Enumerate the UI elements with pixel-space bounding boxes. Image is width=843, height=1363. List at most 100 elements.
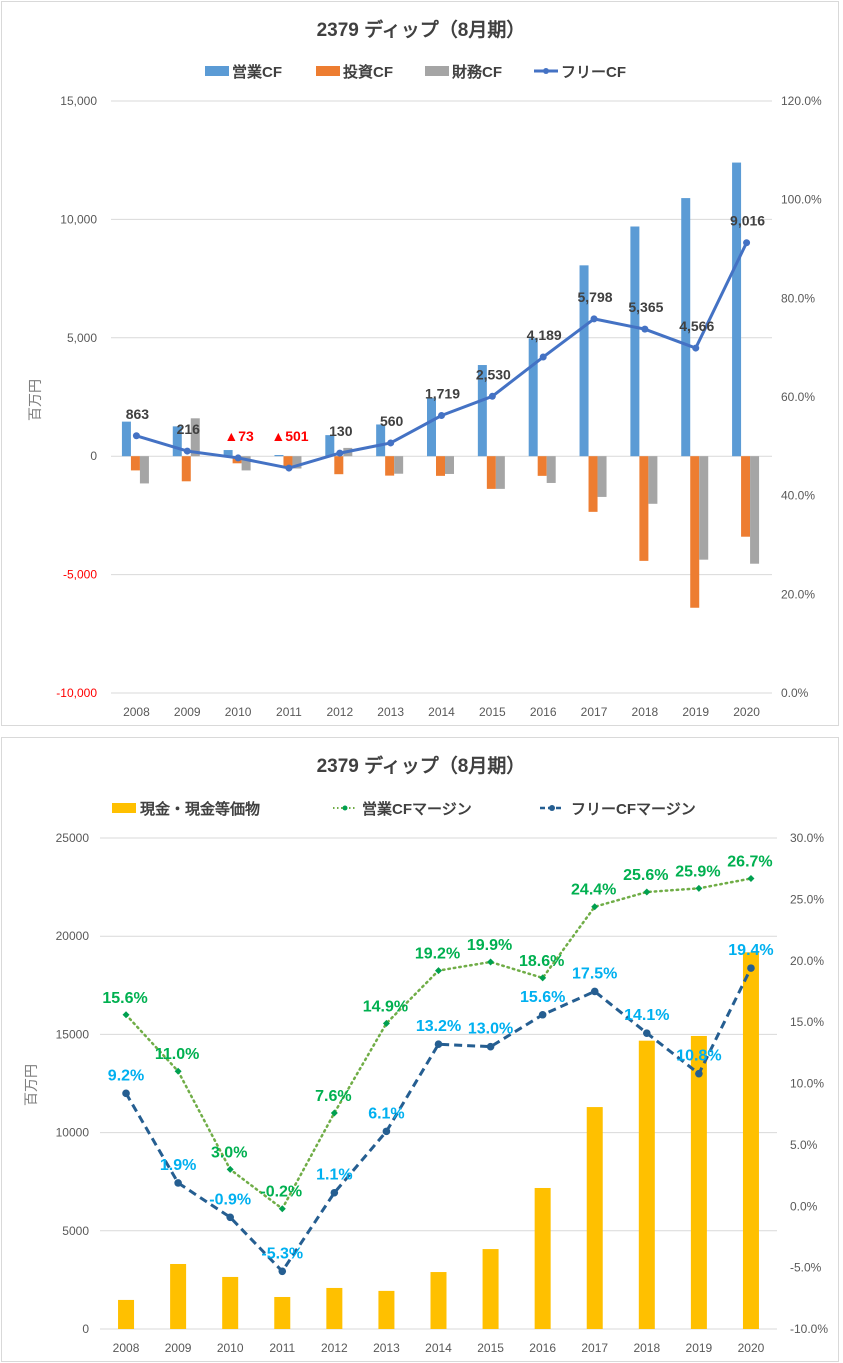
data-label: 25.9%: [675, 863, 720, 880]
data-label: 216: [177, 421, 201, 437]
y-axis-label: 百万円: [23, 1064, 39, 1106]
legend: 営業CF 投資CF 財務CF フリーCF: [205, 63, 626, 81]
x-tick-label: 2020: [733, 705, 760, 719]
data-label: 14.1%: [624, 1007, 669, 1024]
op-margin-point: [643, 888, 651, 896]
x-tick-label: 2017: [581, 1341, 608, 1355]
legend-label: 財務CF: [451, 63, 502, 81]
x-axis-ticks: 2008 2009 2010 2011 2012 2013 2014 2015 2016 2017…: [123, 705, 760, 719]
data-label: 17.5%: [572, 965, 617, 982]
fcf-margin-point: [538, 1010, 547, 1019]
bar: [394, 456, 404, 474]
x-tick-label: 2017: [581, 705, 608, 719]
fcf-margin-point: [434, 1040, 443, 1049]
fcf-margin-point: [590, 987, 599, 996]
data-label: 11.0%: [155, 1046, 199, 1063]
data-labels: 863 216 ▲73 ▲501 130 560 1,719 2,530 4,189 5,798 5…: [126, 213, 766, 444]
data-label: 18.6%: [519, 953, 564, 970]
op-margin-point: [591, 903, 599, 911]
x-tick-label: 2009: [174, 705, 201, 719]
y2-tick-label: 10.0%: [790, 1077, 824, 1091]
bar: [630, 226, 640, 457]
legend-label: 営業CFマージン: [362, 800, 472, 818]
bar: [579, 265, 589, 457]
bar: [750, 456, 760, 564]
bar: [537, 456, 547, 476]
x-tick-label: 2018: [633, 1341, 660, 1355]
bar: [681, 198, 691, 457]
bar: [139, 456, 149, 484]
data-label: -0.9%: [209, 1191, 251, 1208]
legend-swatch: [425, 66, 449, 76]
bars: [121, 162, 760, 608]
fcf-point: [387, 439, 395, 447]
bar: [274, 1296, 291, 1329]
y2-tick-label: -5.0%: [790, 1261, 822, 1275]
bar: [325, 435, 335, 457]
data-label: 1.9%: [160, 1157, 196, 1174]
data-label: 1,719: [425, 385, 460, 401]
data-label: 15.6%: [102, 990, 147, 1007]
data-label: 9,016: [730, 213, 765, 229]
x-tick-label: 2012: [321, 1341, 348, 1355]
bar: [690, 1035, 707, 1329]
bar: [378, 1290, 395, 1329]
op-margin-point: [382, 1019, 390, 1027]
x-tick-label: 2019: [682, 705, 709, 719]
fcf-margin-point: [278, 1267, 287, 1276]
bars: [118, 952, 759, 1329]
lines: [122, 875, 755, 1276]
fcf-margin-point: [486, 1042, 495, 1051]
chart-cashflow-svg: 2379 ディップ（8月期） 営業CF 投資CF 財務CF フリーCF 15,000 1…: [27, 18, 822, 719]
chart-cashflow: [1, 1, 839, 726]
x-tick-label: 2011: [276, 705, 302, 719]
data-label: 25.6%: [623, 867, 668, 884]
x-tick-label: 2013: [373, 1341, 400, 1355]
fcf-point: [743, 239, 751, 247]
bar: [121, 421, 131, 457]
data-label: 7.6%: [315, 1088, 351, 1105]
y-tick-label: 5000: [62, 1224, 89, 1238]
y2-tick-label: 80.0%: [781, 291, 815, 305]
y-tick-label: 0: [90, 449, 97, 463]
op-margin-point: [539, 974, 547, 982]
bar: [486, 456, 496, 489]
data-label: 3.0%: [211, 1144, 247, 1161]
data-label: 26.7%: [727, 854, 772, 871]
fcf-margin-point: [747, 964, 755, 972]
op-margin-point: [122, 1011, 130, 1019]
bar: [170, 1263, 187, 1329]
y-tick-label: 15000: [56, 1027, 90, 1041]
y2-tick-label: 60.0%: [781, 390, 815, 404]
x-tick-label: 2014: [428, 705, 455, 719]
data-label: -5.3%: [261, 1245, 303, 1262]
legend-marker: [543, 68, 549, 74]
op-margin-point: [695, 884, 703, 892]
bar: [385, 456, 395, 476]
x-tick-label: 2015: [477, 1341, 504, 1355]
data-labels: 15.6% 11.0% 3.0% -0.2% 7.6% 14.9% 19.2% 19.9% 18…: [102, 854, 773, 1263]
y2-tick-label: 40.0%: [781, 489, 815, 503]
bar: [241, 456, 251, 471]
y-tick-label: 15,000: [60, 94, 97, 108]
bar: [639, 456, 649, 561]
y2-tick-label: 120.0%: [781, 94, 822, 108]
chart-title: 2379 ディップ（8月期）: [317, 754, 526, 777]
y2-tick-label: 15.0%: [790, 1015, 824, 1029]
legend: 現金・現金等価物 営業CFマージン フリーCFマージン: [112, 800, 696, 818]
data-label: 130: [329, 423, 353, 439]
op-margin-point: [487, 958, 495, 966]
bar: [172, 426, 182, 457]
data-label: ▲73: [224, 428, 254, 444]
chart-title: 2379 ディップ（8月期）: [317, 18, 526, 41]
bar: [699, 456, 709, 560]
fcf-margin-point: [382, 1127, 391, 1136]
y-tick-label: 20000: [56, 929, 90, 943]
x-tick-label: 2008: [113, 1341, 140, 1355]
data-label: -0.2%: [260, 1184, 302, 1201]
fcf-margin-point: [122, 1089, 130, 1098]
data-label: 4,189: [527, 327, 562, 343]
bar: [597, 456, 607, 497]
x-tick-label: 2015: [479, 705, 506, 719]
y-tick-label: 25000: [56, 831, 90, 845]
